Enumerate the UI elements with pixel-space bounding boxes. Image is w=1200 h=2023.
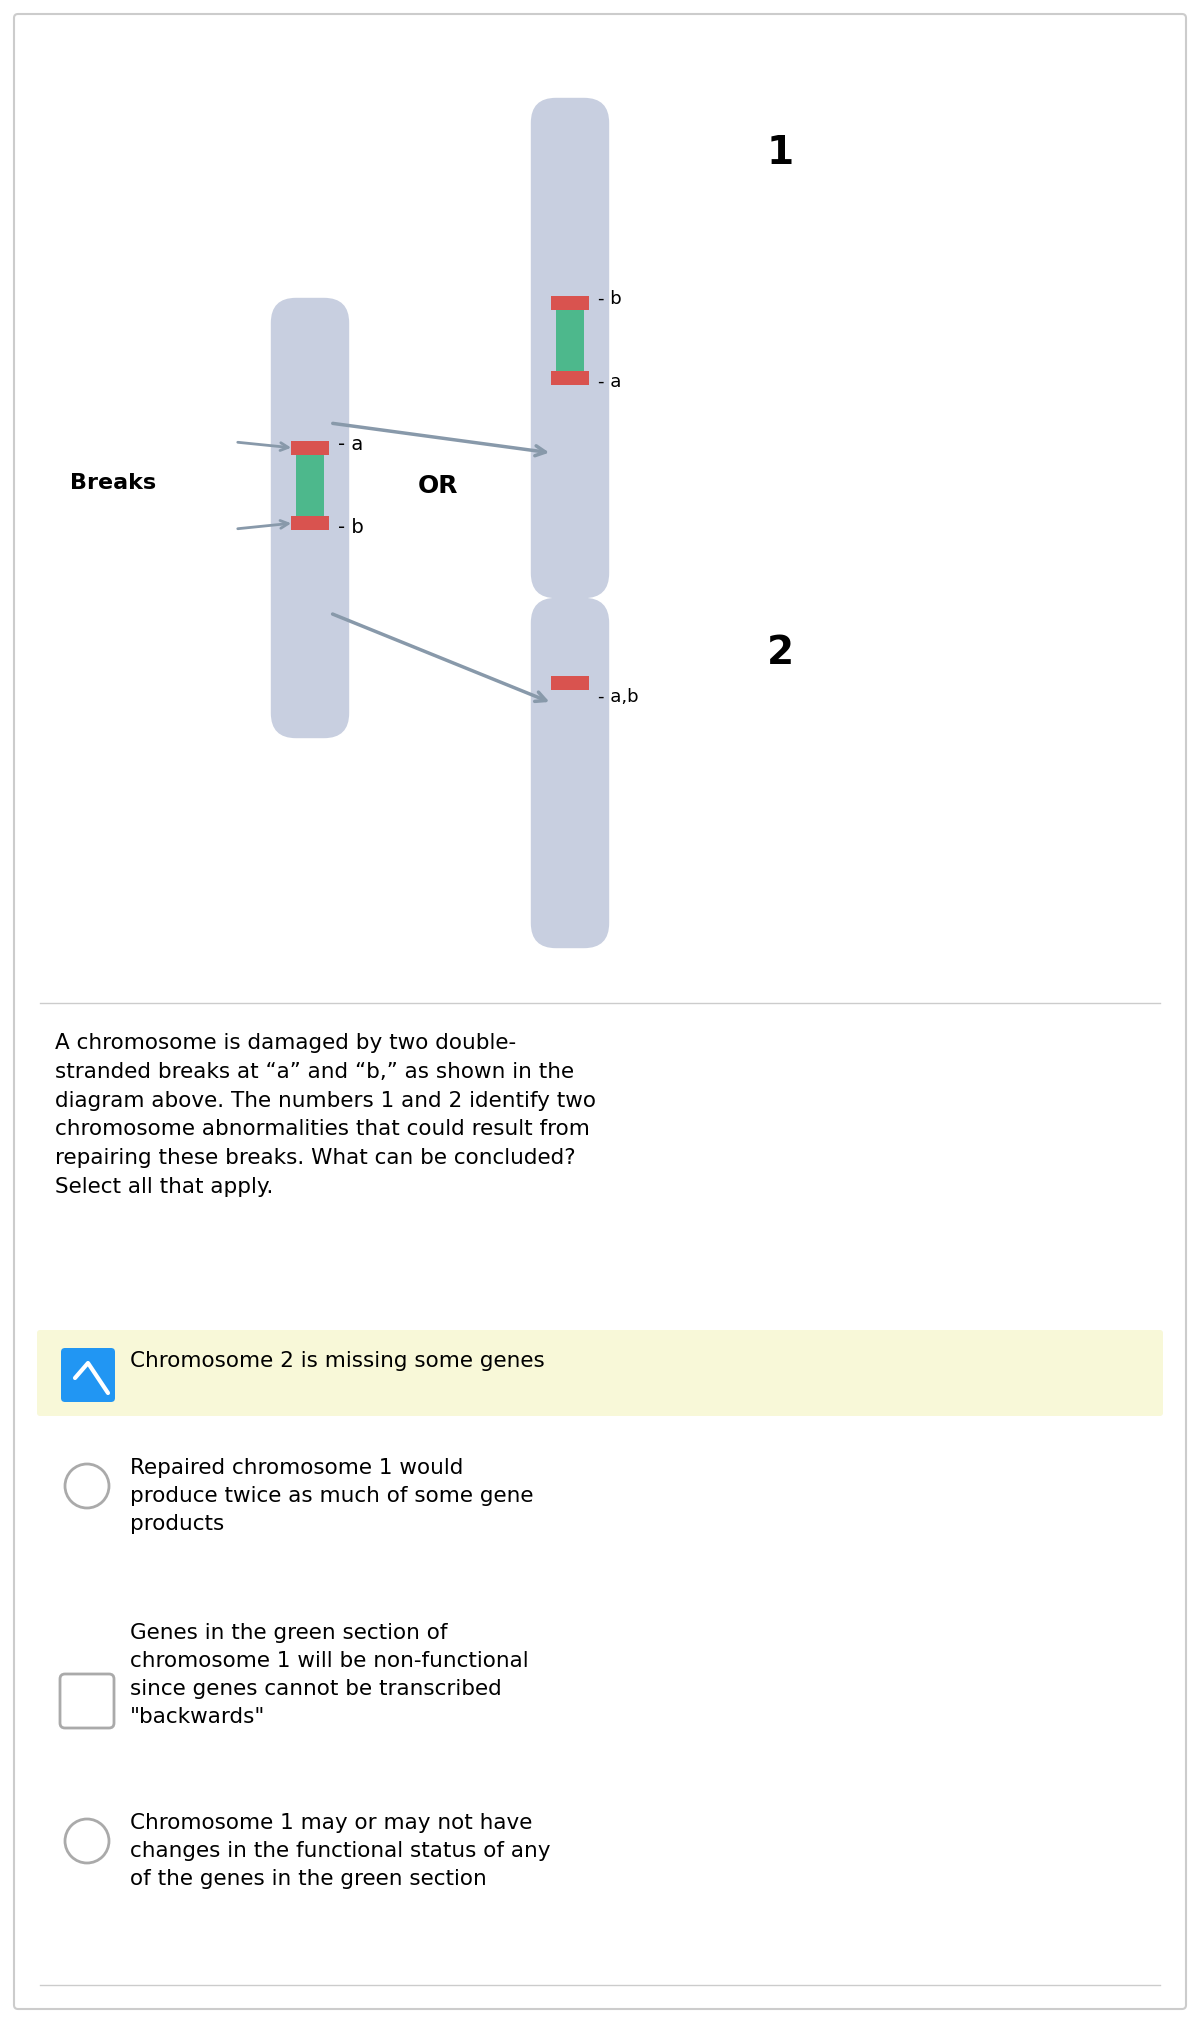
Text: Chromosome 2 is missing some genes: Chromosome 2 is missing some genes — [130, 1351, 545, 1372]
Text: Breaks: Breaks — [70, 473, 156, 494]
Bar — [551, 676, 589, 690]
Text: A chromosome is damaged by two double-
stranded breaks at “a” and “b,” as shown : A chromosome is damaged by two double- s… — [55, 1034, 596, 1198]
Text: - a: - a — [338, 435, 364, 453]
Bar — [556, 301, 584, 380]
FancyBboxPatch shape — [271, 297, 349, 738]
FancyBboxPatch shape — [14, 14, 1186, 2009]
FancyBboxPatch shape — [530, 97, 610, 599]
Text: Chromosome 1 may or may not have
changes in the functional status of any
of the : Chromosome 1 may or may not have changes… — [130, 1813, 551, 1889]
Text: OR: OR — [418, 473, 458, 498]
FancyBboxPatch shape — [61, 1347, 115, 1402]
Bar — [551, 295, 589, 310]
Bar — [296, 445, 324, 526]
Text: Repaired chromosome 1 would
produce twice as much of some gene
products: Repaired chromosome 1 would produce twic… — [130, 1459, 534, 1533]
FancyBboxPatch shape — [37, 1329, 1163, 1416]
Text: 2: 2 — [767, 633, 793, 672]
Text: - b: - b — [338, 518, 364, 536]
Text: 1: 1 — [767, 134, 793, 172]
FancyBboxPatch shape — [530, 599, 610, 949]
Text: - b: - b — [598, 289, 622, 307]
Bar — [292, 516, 329, 530]
Bar — [292, 441, 329, 455]
Bar — [551, 370, 589, 384]
Text: - a: - a — [598, 372, 622, 390]
Text: Genes in the green section of
chromosome 1 will be non-functional
since genes ca: Genes in the green section of chromosome… — [130, 1622, 529, 1728]
Text: - a,b: - a,b — [598, 688, 638, 706]
FancyBboxPatch shape — [60, 1673, 114, 1728]
